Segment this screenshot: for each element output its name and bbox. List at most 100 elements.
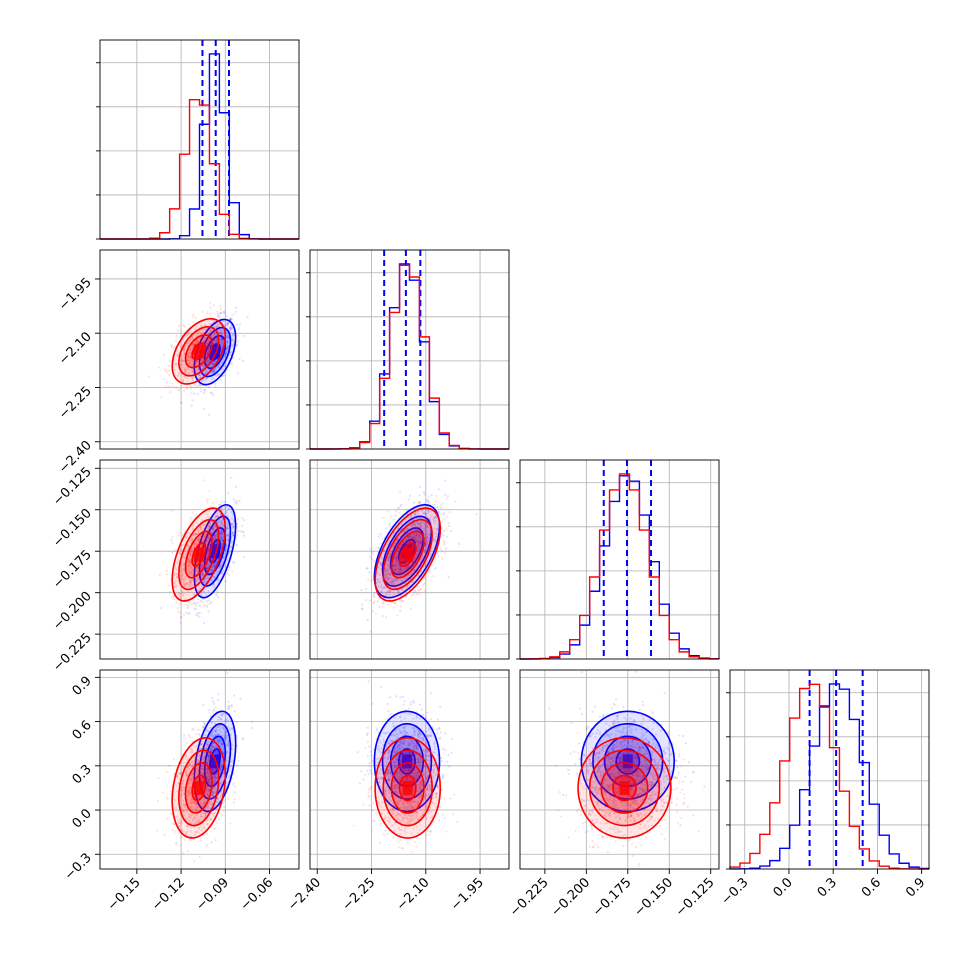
scatter-point xyxy=(371,550,374,553)
scatter-point xyxy=(418,525,421,528)
scatter-point xyxy=(381,614,384,618)
scatter-point xyxy=(213,333,217,336)
scatter-point xyxy=(371,553,375,556)
scatter-point xyxy=(426,536,429,539)
scatter-point xyxy=(180,590,184,594)
scatter-point xyxy=(182,359,185,363)
scatter-point xyxy=(405,527,408,531)
scatter-point xyxy=(450,529,453,533)
scatter-point xyxy=(417,540,421,543)
scatter-point xyxy=(425,542,429,545)
scatter-point xyxy=(186,605,190,608)
scatter-point xyxy=(203,604,206,608)
scatter-point xyxy=(222,358,225,361)
scatter-point xyxy=(442,511,445,514)
scatter-point xyxy=(207,576,210,580)
scatter-point xyxy=(434,500,437,503)
scatter-point xyxy=(389,590,392,593)
scatter-point xyxy=(226,347,229,350)
scatter-point xyxy=(211,528,214,531)
scatter-point xyxy=(202,365,205,368)
scatter-point xyxy=(206,604,209,607)
scatter-point xyxy=(415,540,418,543)
scatter-point xyxy=(189,586,192,589)
scatter-point xyxy=(378,581,382,584)
scatter-point xyxy=(239,697,242,700)
scatter-point xyxy=(399,491,402,494)
scatter-point xyxy=(214,562,218,565)
scatter-point xyxy=(443,543,446,546)
scatter-point xyxy=(424,533,427,536)
scatter-point xyxy=(398,599,402,603)
scatter-point xyxy=(418,535,421,539)
scatter-point xyxy=(425,513,428,516)
scatter-point xyxy=(219,338,222,341)
scatter-point xyxy=(172,598,175,601)
scatter-point xyxy=(210,569,213,572)
scatter-point xyxy=(207,547,210,551)
scatter-point xyxy=(381,605,385,608)
scatter-point xyxy=(202,703,205,706)
scatter-point xyxy=(235,500,238,503)
scatter-point xyxy=(207,527,210,530)
scatter-point xyxy=(181,380,184,383)
scatter-point xyxy=(400,569,404,572)
scatter-point xyxy=(174,339,178,343)
scatter-point xyxy=(369,630,372,633)
scatter-point xyxy=(196,340,199,343)
scatter-point xyxy=(231,344,235,347)
scatter-point xyxy=(218,341,222,345)
scatter-point xyxy=(404,519,407,522)
scatter-point xyxy=(185,583,189,586)
scatter-point xyxy=(188,361,191,364)
scatter-point xyxy=(164,369,168,372)
scatter-point xyxy=(189,339,192,342)
scatter-point xyxy=(225,534,228,537)
scatter-point xyxy=(183,368,187,372)
scatter-point xyxy=(400,543,403,546)
scatter-point xyxy=(394,577,397,581)
scatter-point xyxy=(232,334,235,337)
scatter-point xyxy=(212,363,215,366)
scatter-point xyxy=(188,351,192,354)
scatter-point xyxy=(201,340,204,343)
scatter-point xyxy=(215,515,218,518)
scatter-point xyxy=(217,818,221,821)
scatter-point xyxy=(417,522,420,525)
scatter-point xyxy=(197,540,200,543)
scatter-point xyxy=(208,599,211,602)
scatter-point xyxy=(167,364,171,367)
scatter-point xyxy=(211,565,214,569)
scatter-point xyxy=(201,575,204,578)
scatter-point xyxy=(439,504,442,507)
scatter-point xyxy=(416,541,420,545)
scatter-point xyxy=(442,530,445,533)
scatter-point xyxy=(173,585,177,589)
scatter-point xyxy=(396,555,399,559)
scatter-point xyxy=(407,565,410,568)
scatter-point xyxy=(427,533,430,536)
density-peak-blue-1-0 xyxy=(209,345,220,360)
scatter-point xyxy=(386,558,389,561)
scatter-point xyxy=(214,337,218,340)
scatter-point xyxy=(398,566,401,569)
scatter-point xyxy=(181,594,185,597)
scatter-point xyxy=(379,542,382,545)
scatter-point xyxy=(174,362,177,365)
scatter-point xyxy=(376,546,379,549)
scatter-point xyxy=(215,340,218,343)
scatter-point xyxy=(167,385,171,388)
scatter-point xyxy=(196,532,199,535)
scatter-point xyxy=(176,354,179,357)
scatter-point xyxy=(214,374,217,378)
scatter-point xyxy=(232,525,235,528)
scatter-point xyxy=(235,502,238,505)
scatter-point xyxy=(448,510,451,514)
scatter-point xyxy=(195,339,199,342)
scatter-point xyxy=(229,328,232,332)
scatter-point xyxy=(232,525,236,528)
scatter-point xyxy=(212,565,216,568)
scatter-point xyxy=(188,560,191,564)
scatter-point xyxy=(191,377,194,380)
